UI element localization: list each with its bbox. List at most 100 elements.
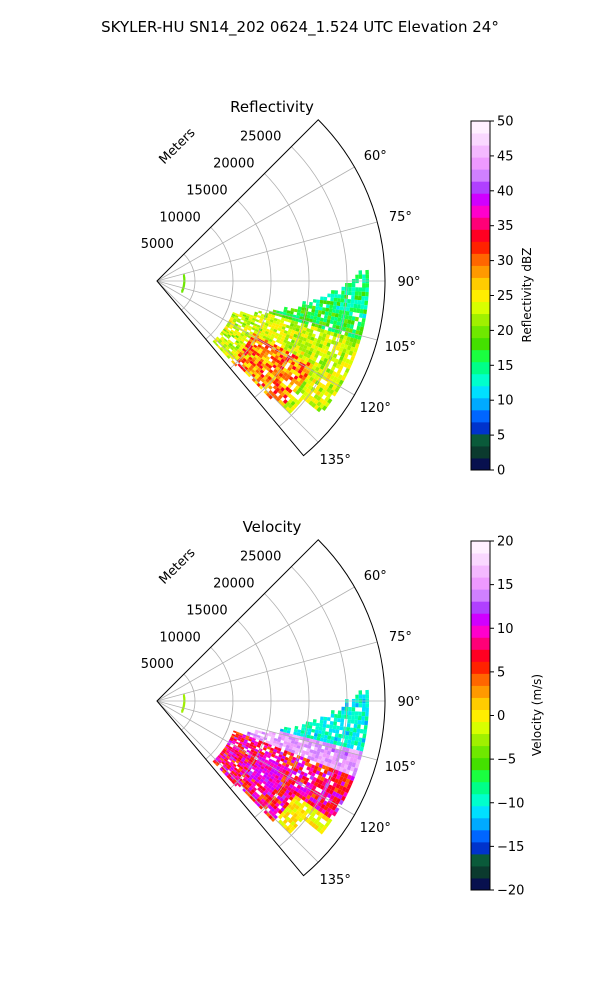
radar-cell <box>340 714 345 719</box>
radar-cell <box>264 351 269 356</box>
radar-cell <box>248 736 253 740</box>
radar-cell <box>333 752 338 758</box>
radar-cell <box>358 270 363 275</box>
radar-cell <box>311 378 317 384</box>
radar-cell <box>237 783 242 788</box>
azimuth-tick-label: 135° <box>320 453 351 468</box>
radar-cell <box>264 322 269 327</box>
radar-cell <box>345 730 350 736</box>
radar-cell <box>258 310 263 314</box>
radar-cell <box>335 729 340 734</box>
radar-cell <box>338 767 344 773</box>
radar-cell <box>323 349 328 355</box>
radar-cell <box>285 391 291 397</box>
radar-cell <box>262 360 267 365</box>
radar-cell <box>251 327 256 331</box>
radar-cell <box>356 745 361 751</box>
radar-cell <box>290 395 296 401</box>
radar-cell <box>250 342 255 347</box>
radar-cell <box>250 774 255 779</box>
radar-cell <box>358 703 363 708</box>
radar-cell <box>260 765 265 770</box>
radar-cell <box>309 329 314 334</box>
radar-cell <box>338 784 344 791</box>
radial-tick-label: 5000 <box>141 237 174 252</box>
radar-cell <box>357 719 362 725</box>
radar-cell <box>263 800 268 806</box>
sector-frame <box>156 539 386 877</box>
radar-cell <box>230 775 235 780</box>
radar-cell <box>239 765 244 770</box>
radar-cell <box>223 768 228 773</box>
colorbar-tick-label: 5 <box>497 665 505 680</box>
radar-cell <box>297 306 302 311</box>
radar-cell <box>300 333 306 338</box>
radar-cell <box>338 309 343 315</box>
radar-cell <box>230 341 235 346</box>
radar-cell <box>286 782 291 787</box>
radar-cell <box>218 338 223 343</box>
radar-cell <box>228 752 233 757</box>
radar-cell <box>321 352 327 358</box>
radar-cell <box>280 319 285 324</box>
radar-cell <box>340 361 346 367</box>
radar-cell <box>329 739 334 745</box>
radar-cell <box>353 740 359 746</box>
radar-cell <box>348 291 352 296</box>
radar-cell <box>274 377 280 383</box>
radar-cell <box>265 775 271 781</box>
radar-cell <box>342 322 348 328</box>
radar-cell <box>226 345 231 350</box>
radar-cell <box>258 730 263 734</box>
radar-cell <box>263 380 268 386</box>
radar-cell <box>258 755 263 760</box>
radar-cell <box>293 743 298 748</box>
radar-cell <box>249 360 254 365</box>
azimuth-tick-label: 60° <box>364 149 387 164</box>
radar-cell <box>319 299 324 304</box>
radar-cell <box>265 392 271 398</box>
radar-cell <box>226 755 230 760</box>
radar-cell <box>255 326 260 331</box>
radar-cell <box>224 772 229 777</box>
radar-cell <box>220 766 225 771</box>
radar-cell <box>246 768 251 773</box>
radar-cell <box>220 346 225 351</box>
radar-cell <box>228 762 233 767</box>
radar-cell <box>287 319 292 323</box>
radar-cell <box>240 779 246 784</box>
radar-cell <box>246 788 251 793</box>
radar-cell <box>297 349 302 354</box>
radar-cell <box>294 347 299 353</box>
radar-cell <box>326 387 332 393</box>
radial-tick-label: 20000 <box>213 157 254 172</box>
radar-cell <box>346 363 352 370</box>
radar-cell <box>252 776 257 781</box>
radar-cell <box>244 326 249 330</box>
radar-cell <box>252 752 257 757</box>
radar-cell <box>232 752 237 757</box>
radar-cell <box>255 772 261 777</box>
radar-cell <box>277 389 283 395</box>
radar-cell <box>226 355 231 360</box>
radar-cell <box>247 320 252 324</box>
radar-cell <box>278 781 284 786</box>
radar-cell <box>309 735 314 740</box>
radar-cell <box>348 748 353 754</box>
radar-cell <box>352 727 357 733</box>
radar-cell <box>337 298 341 303</box>
radar-cell <box>319 403 325 409</box>
radar-cell <box>347 739 352 745</box>
radar-cell <box>359 728 364 734</box>
radar-cell <box>230 761 235 766</box>
radar-cell <box>255 334 260 339</box>
radar-cell <box>229 324 234 328</box>
radar-cell <box>263 324 268 329</box>
radar-cell <box>307 384 313 390</box>
radar-cell <box>348 341 353 347</box>
radar-cell <box>277 384 283 390</box>
radar-cell <box>330 316 335 321</box>
radar-cell <box>242 368 247 373</box>
radar-cell <box>262 755 267 760</box>
radar-cell <box>350 303 355 308</box>
